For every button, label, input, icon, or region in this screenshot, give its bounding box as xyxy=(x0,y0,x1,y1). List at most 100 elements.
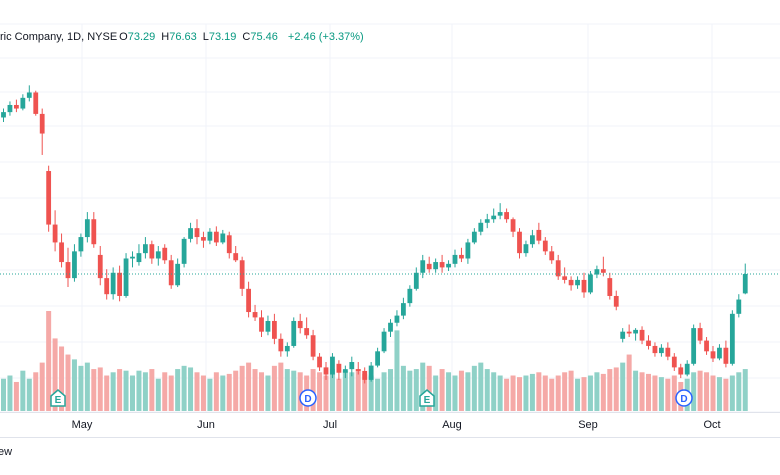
candle-body xyxy=(188,228,193,239)
candle-body xyxy=(626,331,632,334)
symbol-label: ric Company, 1D, NYSE xyxy=(0,31,118,43)
candle-body xyxy=(304,328,310,336)
candle-series xyxy=(1,85,748,384)
volume-bar xyxy=(497,375,503,411)
candle-body xyxy=(697,328,703,341)
ohlc-legend: ric Company, 1D, NYSE O 73.29 H 76.63 L … xyxy=(0,31,366,49)
candle-body xyxy=(659,347,664,354)
candle-body xyxy=(7,104,13,113)
volume-bar xyxy=(233,370,239,411)
x-tick-label: May xyxy=(72,419,93,431)
volume-bar xyxy=(413,369,419,411)
volume-bar xyxy=(78,365,84,411)
candle-body xyxy=(317,356,322,368)
volume-bar xyxy=(329,369,335,411)
earnings-marker[interactable]: E xyxy=(419,389,435,407)
candle-body xyxy=(201,237,206,241)
high-value: 76.63 xyxy=(169,31,197,43)
candle-body xyxy=(465,242,471,259)
volume-bar xyxy=(587,375,593,411)
volume-bar xyxy=(639,372,645,411)
dividend-marker[interactable]: D xyxy=(675,389,693,407)
volume-bar xyxy=(600,373,606,411)
candle-body xyxy=(678,367,684,375)
candle-body xyxy=(388,322,393,332)
volume-bar xyxy=(549,378,555,411)
candle-body xyxy=(220,233,226,243)
volume-bar xyxy=(607,369,613,411)
candle-body xyxy=(65,262,71,279)
dividend-marker[interactable]: D xyxy=(299,389,317,407)
candle-body xyxy=(704,340,709,352)
volume-bar xyxy=(284,369,290,411)
candle-body xyxy=(59,242,64,263)
candle-body xyxy=(549,251,555,261)
event-label: E xyxy=(424,395,431,406)
candle-body xyxy=(665,347,671,357)
candle-body xyxy=(459,254,464,259)
volume-bar xyxy=(555,375,561,411)
volume-bar xyxy=(181,365,187,411)
candle-body xyxy=(723,347,729,364)
candle-body xyxy=(691,328,697,364)
candle-body xyxy=(517,231,522,254)
candle-body xyxy=(613,295,619,307)
earnings-marker[interactable]: E xyxy=(50,389,66,407)
volume-bar xyxy=(458,370,464,411)
candle-body xyxy=(272,320,277,339)
change-value: +2.46 (+3.37%) xyxy=(287,31,364,43)
volume-bar xyxy=(110,372,116,411)
candle-body xyxy=(297,320,303,329)
volume-bar xyxy=(620,362,626,411)
x-tick-label: Oct xyxy=(703,419,720,431)
high-label: H xyxy=(161,31,170,43)
volume-bar xyxy=(200,375,206,411)
volume-bar xyxy=(523,375,529,411)
x-tick-label: Aug xyxy=(442,419,462,431)
candle-body xyxy=(14,104,19,109)
candle-body xyxy=(510,219,516,232)
volume-bar xyxy=(710,375,716,411)
candle-body xyxy=(110,272,116,295)
volume-bar xyxy=(52,338,58,411)
candle-body xyxy=(162,247,168,261)
candle-body xyxy=(497,212,503,216)
volume-bar xyxy=(368,375,374,411)
grid xyxy=(0,23,780,413)
volume-bar xyxy=(471,365,477,411)
candle-body xyxy=(168,260,174,286)
volume-bar xyxy=(658,377,664,411)
volume-bar xyxy=(84,362,90,411)
candle-body xyxy=(633,329,638,334)
volume-bar xyxy=(278,362,284,411)
candle-body xyxy=(246,288,251,313)
volume-bar xyxy=(97,367,103,411)
candle-body xyxy=(181,238,187,264)
volume-bar xyxy=(59,346,65,411)
candle-body xyxy=(381,331,387,352)
low-value: 73.19 xyxy=(208,31,237,43)
volume-bar xyxy=(130,375,135,411)
volume-bar xyxy=(291,370,297,411)
candle-body xyxy=(123,258,129,296)
candle-body xyxy=(143,244,148,254)
volume-bar xyxy=(355,369,361,411)
volume-bar xyxy=(736,372,742,411)
candle-body xyxy=(736,299,742,314)
volume-bar xyxy=(626,354,632,411)
candle-body xyxy=(729,313,735,364)
volume-bar xyxy=(704,372,710,411)
volume-bar xyxy=(259,372,264,411)
volume-bar xyxy=(252,369,258,411)
candle-body xyxy=(342,369,348,373)
volume-bar xyxy=(375,378,381,411)
candle-body xyxy=(588,274,593,293)
candle-body xyxy=(620,331,626,339)
open-label: O xyxy=(119,31,128,43)
candle-body xyxy=(26,92,32,98)
candle-body xyxy=(375,351,380,366)
footer-text: ew xyxy=(0,446,13,458)
